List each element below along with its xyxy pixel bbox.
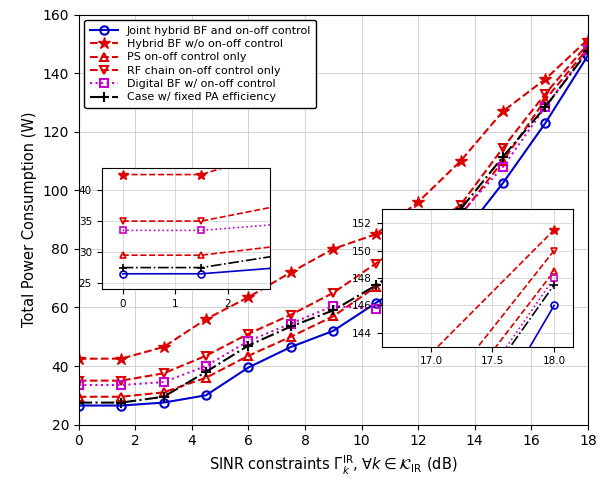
Y-axis label: Total Power Consumption (W): Total Power Consumption (W)	[22, 112, 37, 327]
Legend: Joint hybrid BF and on-off control, Hybrid BF w/o on-off control, PS on-off cont: Joint hybrid BF and on-off control, Hybr…	[84, 20, 316, 108]
X-axis label: SINR constraints $\Gamma_k^{\mathsf{IR}}$, $\forall k \in \mathcal{K}_{\mathsf{I: SINR constraints $\Gamma_k^{\mathsf{IR}}…	[209, 454, 458, 477]
